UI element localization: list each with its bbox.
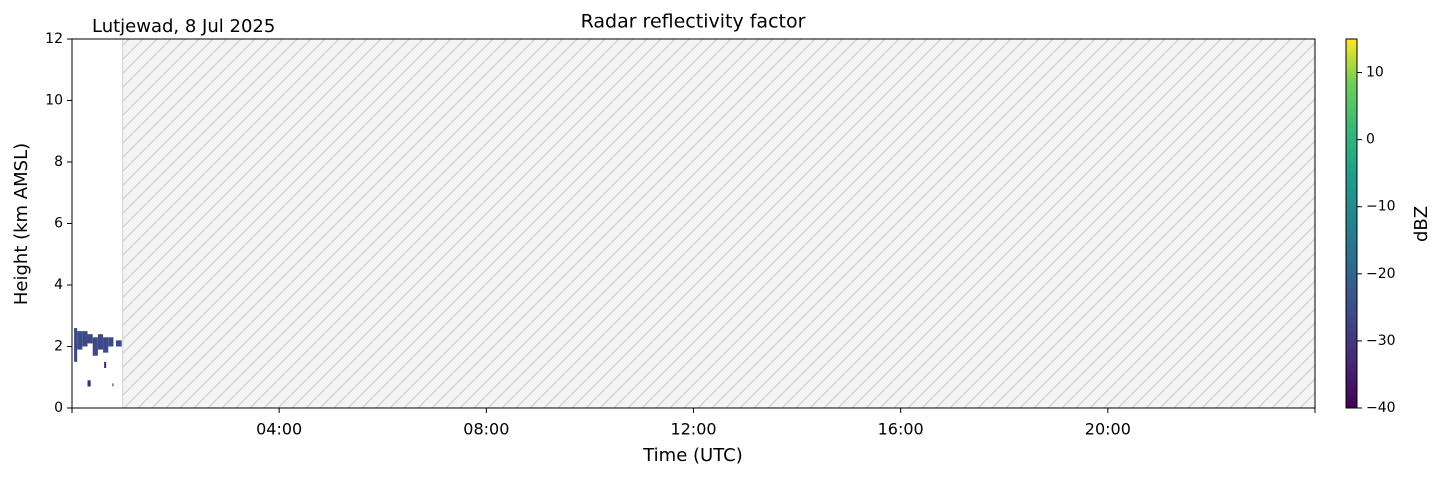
y-tick-label: 0 — [54, 400, 63, 416]
y-tick-label: 2 — [54, 339, 63, 355]
x-tick-label: 12:00 — [670, 420, 716, 439]
colorbar-tick-label: −20 — [1366, 266, 1396, 282]
x-tick-label: 20:00 — [1085, 420, 1131, 439]
heatmap-cell — [87, 380, 91, 387]
x-tick-label: 08:00 — [463, 420, 509, 439]
colorbar-label: dBZ — [1411, 206, 1432, 242]
x-tick-label: 04:00 — [256, 420, 302, 439]
y-tick-label: 10 — [45, 93, 63, 109]
colorbar-tick-label: 10 — [1366, 65, 1384, 81]
x-tick-label: 16:00 — [878, 420, 924, 439]
heatmap-cell — [92, 337, 98, 356]
missing-data-region — [122, 38, 1316, 409]
x-axis-label: Time (UTC) — [642, 445, 743, 466]
heatmap-cell — [103, 337, 109, 353]
heatmap-cell — [87, 334, 93, 344]
heatmap-cell — [104, 361, 107, 369]
chart-subtitle: Lutjewad, 8 Jul 2025 — [92, 16, 275, 37]
y-tick-label: 8 — [54, 154, 63, 170]
heatmap-cell — [74, 328, 78, 362]
colorbar-tick-label: −30 — [1366, 333, 1396, 349]
heatmap-cell — [97, 334, 104, 350]
y-tick-label: 4 — [54, 277, 63, 293]
colorbar-tick-label: −10 — [1366, 199, 1396, 215]
y-axis-label: Height (km AMSL) — [11, 143, 32, 305]
heatmap-cell — [82, 331, 88, 347]
y-tick-label: 6 — [54, 216, 63, 232]
heatmap-cell — [77, 331, 83, 350]
colorbar-tick-label: −40 — [1366, 400, 1396, 416]
colorbar — [1345, 38, 1358, 409]
colorbar-tick-label: 0 — [1366, 132, 1375, 148]
y-tick-label: 12 — [45, 31, 63, 47]
heatmap-cell — [116, 340, 122, 347]
heatmap-cell — [112, 383, 114, 387]
chart-title: Radar reflectivity factor — [581, 11, 806, 33]
heatmap-cell — [108, 337, 114, 347]
